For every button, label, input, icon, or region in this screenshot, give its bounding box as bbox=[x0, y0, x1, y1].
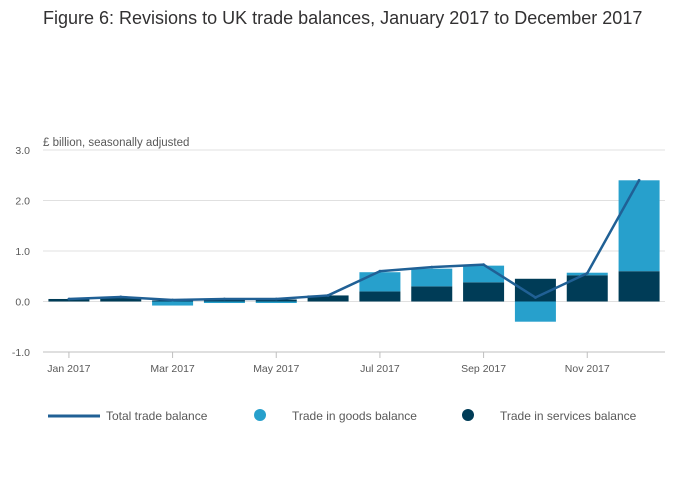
bar-goods bbox=[203, 301, 245, 304]
bar-services bbox=[100, 297, 142, 302]
total-trade-point bbox=[430, 265, 434, 269]
bar-services bbox=[203, 299, 245, 302]
total-trade-point bbox=[171, 298, 174, 302]
legend-label-total: Total trade balance bbox=[106, 409, 208, 423]
x-tick-label: May 2017 bbox=[253, 363, 299, 375]
total-trade-point bbox=[534, 296, 537, 299]
bar-services bbox=[463, 282, 505, 302]
bar-goods bbox=[411, 268, 453, 287]
bar-goods bbox=[152, 301, 194, 306]
bar-goods bbox=[514, 301, 556, 322]
y-tick-label: 3.0 bbox=[15, 145, 30, 157]
bar-goods bbox=[359, 272, 401, 292]
x-tick-label: Nov 2017 bbox=[565, 363, 610, 375]
bar-services bbox=[307, 295, 349, 302]
bar-services bbox=[411, 286, 453, 302]
bar-services bbox=[359, 291, 401, 302]
total-trade-point bbox=[67, 297, 71, 301]
total-trade-point bbox=[119, 295, 123, 299]
legend-swatch-goods bbox=[254, 409, 266, 421]
chart-title: Figure 6: Revisions to UK trade balances… bbox=[43, 8, 642, 28]
gridlines bbox=[43, 149, 665, 353]
units-label: £ billion, seasonally adjusted bbox=[43, 137, 189, 149]
x-tick-label: Mar 2017 bbox=[150, 363, 195, 375]
legend-label-services: Trade in services balance bbox=[500, 409, 637, 423]
x-tick-label: Sep 2017 bbox=[461, 363, 506, 375]
total-trade-point bbox=[274, 297, 278, 301]
total-line-layer bbox=[67, 178, 641, 302]
legend: Total trade balance Trade in goods balan… bbox=[48, 409, 637, 423]
y-tick-label: 1.0 bbox=[15, 246, 30, 258]
total-trade-line bbox=[68, 179, 641, 302]
x-tick-label: Jan 2017 bbox=[47, 363, 90, 375]
bar-services bbox=[255, 299, 297, 302]
legend-label-goods: Trade in goods balance bbox=[292, 409, 417, 423]
total-trade-point bbox=[378, 269, 382, 273]
y-tick-label: 2.0 bbox=[15, 196, 30, 208]
x-axis: Jan 2017 Mar 2017 May 2017 Jul 2017 Sep 2017… bbox=[47, 352, 610, 375]
bar-services bbox=[514, 278, 556, 302]
total-trade-point bbox=[326, 294, 330, 297]
total-trade-point bbox=[223, 297, 226, 301]
total-trade-point bbox=[637, 178, 641, 182]
legend-swatch-services bbox=[462, 409, 474, 421]
y-tick-label: -1.0 bbox=[12, 347, 30, 359]
bar-services bbox=[618, 271, 660, 302]
y-axis: 3.0 2.0 1.0 0.0 -1.0 bbox=[12, 145, 30, 359]
total-trade-point bbox=[482, 263, 485, 267]
x-tick-label: Jul 2017 bbox=[360, 363, 400, 375]
bar-goods bbox=[255, 301, 297, 304]
total-trade-point bbox=[585, 271, 589, 275]
bar-goods bbox=[618, 180, 660, 272]
y-tick-label: 0.0 bbox=[15, 297, 30, 309]
